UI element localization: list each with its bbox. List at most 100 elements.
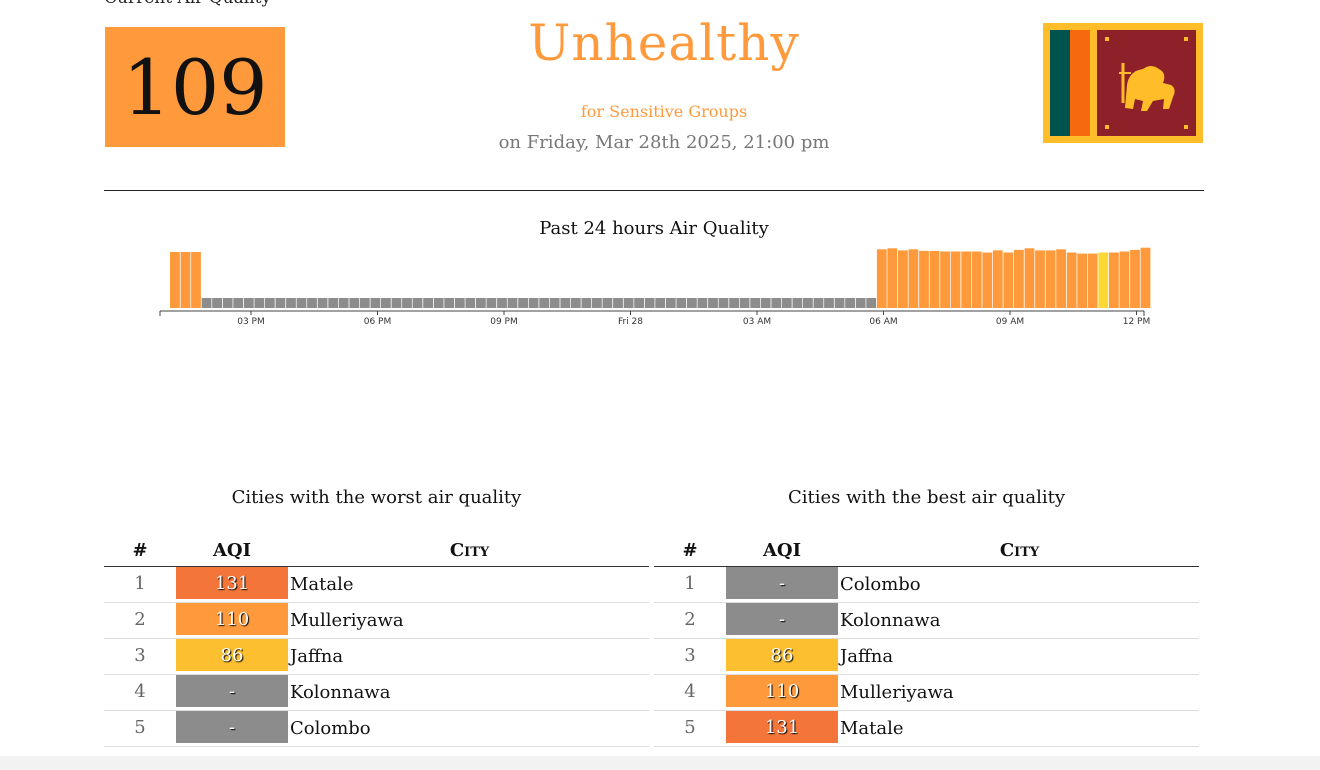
aqi-bar[interactable] bbox=[433, 298, 444, 308]
aqi-bar[interactable] bbox=[1087, 253, 1098, 308]
city-link[interactable]: Jaffna bbox=[290, 646, 344, 667]
aqi-bar[interactable] bbox=[729, 298, 739, 308]
aqi-bar[interactable] bbox=[296, 298, 307, 308]
aqi-bar[interactable] bbox=[317, 298, 328, 308]
city-link[interactable]: Kolonnawa bbox=[840, 610, 941, 631]
aqi-bar[interactable] bbox=[1109, 252, 1119, 309]
aqi-bar[interactable] bbox=[243, 298, 254, 308]
aqi-bar[interactable] bbox=[539, 298, 550, 308]
aqi-bar[interactable] bbox=[233, 298, 244, 308]
aqi-bar[interactable] bbox=[708, 298, 718, 308]
aqi-bar[interactable] bbox=[549, 298, 560, 308]
aqi-bar[interactable] bbox=[739, 298, 750, 308]
aqi-bar[interactable] bbox=[813, 298, 824, 308]
aqi-bar[interactable] bbox=[971, 251, 982, 309]
aqi-bar[interactable] bbox=[834, 298, 845, 308]
aqi-bar[interactable] bbox=[402, 298, 412, 308]
aqi-bar[interactable] bbox=[423, 298, 433, 308]
aqi-bar[interactable] bbox=[623, 298, 634, 308]
aqi-bar[interactable] bbox=[359, 298, 370, 308]
aqi-bar[interactable] bbox=[518, 298, 528, 308]
city-link[interactable]: Matale bbox=[290, 574, 354, 595]
aqi-bar[interactable] bbox=[655, 298, 666, 308]
aqi-bar[interactable] bbox=[866, 298, 877, 308]
aqi-bar[interactable] bbox=[1140, 247, 1151, 308]
aqi-bar[interactable] bbox=[961, 251, 972, 309]
city-link[interactable]: Colombo bbox=[290, 718, 371, 739]
aqi-bar[interactable] bbox=[180, 252, 191, 308]
aqi-bar[interactable] bbox=[444, 298, 455, 308]
aqi-bar[interactable] bbox=[286, 298, 296, 308]
aqi-bar[interactable] bbox=[771, 298, 782, 308]
aqi-bar[interactable] bbox=[908, 249, 919, 308]
aqi-bar[interactable] bbox=[275, 298, 286, 308]
aqi-bar[interactable] bbox=[1003, 252, 1014, 309]
aqi-bar[interactable] bbox=[191, 252, 201, 308]
aqi-bar[interactable] bbox=[1014, 249, 1024, 308]
aqi-bar[interactable] bbox=[687, 298, 697, 308]
aqi-bar[interactable] bbox=[254, 298, 265, 308]
aqi-bar[interactable] bbox=[950, 251, 961, 309]
aqi-bar[interactable] bbox=[170, 252, 180, 308]
city-link[interactable]: Mulleriyawa bbox=[840, 682, 954, 703]
aqi-bar[interactable] bbox=[592, 298, 602, 308]
aqi-bar[interactable] bbox=[676, 298, 687, 308]
aqi-bar[interactable] bbox=[307, 298, 317, 308]
aqi-bar[interactable] bbox=[982, 252, 993, 309]
aqi-bar[interactable] bbox=[1066, 252, 1077, 309]
aqi-bar[interactable] bbox=[328, 298, 339, 308]
aqi-bar[interactable] bbox=[349, 298, 360, 308]
aqi-bar[interactable] bbox=[919, 250, 929, 308]
aqi-bar[interactable] bbox=[898, 250, 908, 308]
aqi-bar[interactable] bbox=[507, 298, 518, 308]
aqi-bar[interactable] bbox=[750, 298, 761, 308]
aqi-bar[interactable] bbox=[486, 298, 497, 308]
aqi-bar[interactable] bbox=[644, 298, 655, 308]
aqi-bar[interactable] bbox=[887, 248, 898, 308]
aqi-bar[interactable] bbox=[476, 298, 486, 308]
city-link[interactable]: Kolonnawa bbox=[290, 682, 391, 703]
aqi-bar[interactable] bbox=[718, 298, 729, 308]
aqi-bar[interactable] bbox=[338, 298, 349, 308]
aqi-bar[interactable] bbox=[560, 298, 571, 308]
city-link[interactable]: Jaffna bbox=[840, 646, 894, 667]
aqi-bar[interactable] bbox=[412, 298, 423, 308]
city-link[interactable]: Matale bbox=[840, 718, 904, 739]
aqi-bar[interactable] bbox=[370, 298, 381, 308]
aqi-bar[interactable] bbox=[824, 298, 834, 308]
aqi-bar[interactable] bbox=[992, 250, 1003, 308]
aqi-bar[interactable] bbox=[940, 251, 950, 309]
aqi-bar[interactable] bbox=[697, 298, 708, 308]
aqi-bar[interactable] bbox=[497, 298, 507, 308]
city-link[interactable]: Mulleriyawa bbox=[290, 610, 404, 631]
aqi-bar[interactable] bbox=[1119, 251, 1130, 309]
aqi-bar[interactable] bbox=[792, 298, 803, 308]
aqi-bar[interactable] bbox=[1024, 248, 1035, 308]
city-link[interactable]: Colombo bbox=[840, 574, 921, 595]
aqi-bar[interactable] bbox=[1077, 253, 1088, 308]
aqi-bar[interactable] bbox=[454, 298, 465, 308]
aqi-bar[interactable] bbox=[876, 249, 887, 308]
aqi-bar[interactable] bbox=[855, 298, 866, 308]
aqi-bar[interactable] bbox=[381, 298, 391, 308]
aqi-bar[interactable] bbox=[929, 250, 940, 308]
aqi-bar[interactable] bbox=[528, 298, 539, 308]
aqi-bar[interactable] bbox=[845, 298, 855, 308]
aqi-bar[interactable] bbox=[665, 298, 676, 308]
aqi-bar[interactable] bbox=[581, 298, 592, 308]
aqi-bar[interactable] bbox=[264, 298, 275, 308]
aqi-bar[interactable] bbox=[803, 298, 813, 308]
aqi-bar[interactable] bbox=[465, 298, 476, 308]
aqi-bar[interactable] bbox=[391, 298, 402, 308]
aqi-bar[interactable] bbox=[613, 298, 623, 308]
aqi-bar[interactable] bbox=[212, 298, 222, 308]
aqi-bar[interactable] bbox=[570, 298, 581, 308]
aqi-bar[interactable] bbox=[634, 298, 644, 308]
aqi-bar[interactable] bbox=[1045, 250, 1056, 308]
aqi-bar[interactable] bbox=[602, 298, 613, 308]
aqi-bar[interactable] bbox=[781, 298, 792, 308]
aqi-bar[interactable] bbox=[201, 298, 212, 308]
aqi-bar[interactable] bbox=[1035, 250, 1045, 308]
aqi-bar[interactable] bbox=[1056, 249, 1066, 308]
aqi-bar[interactable] bbox=[222, 298, 233, 308]
